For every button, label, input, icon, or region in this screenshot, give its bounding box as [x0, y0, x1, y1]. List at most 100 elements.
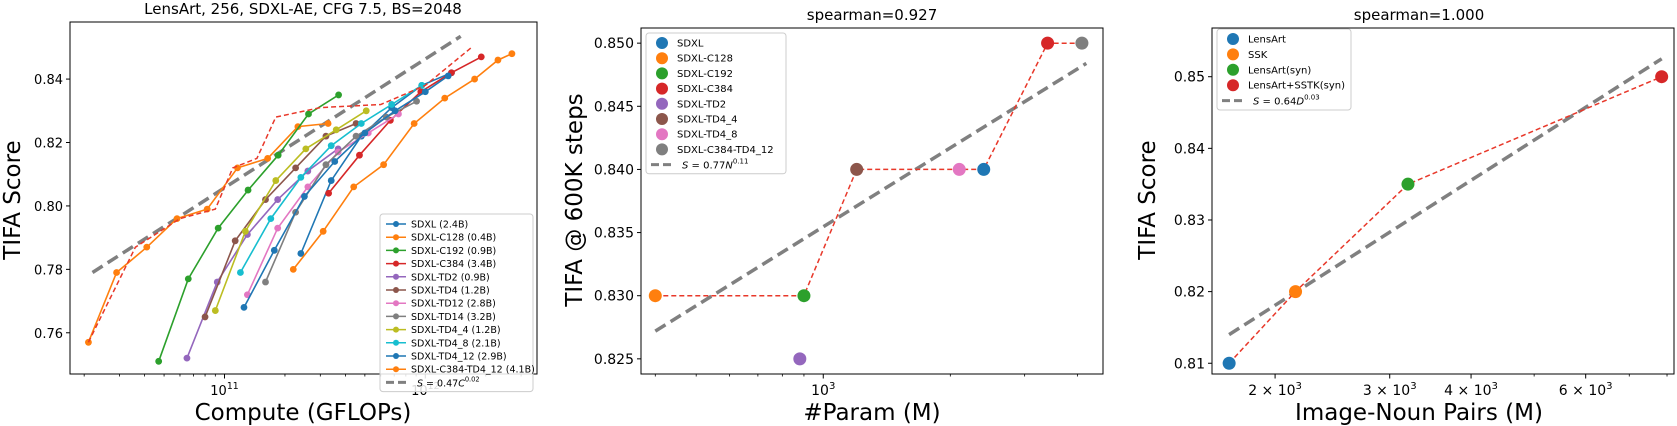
- legend-item: SDXL-TD4_8: [656, 128, 738, 141]
- data-point: [237, 269, 244, 276]
- data-point: [508, 50, 516, 58]
- data-point-sdxl-td4-8: [952, 162, 966, 176]
- legend-item: SDXL-TD2: [656, 97, 726, 110]
- legend-item: SDXL (2.4B): [386, 220, 468, 231]
- data-point: [357, 120, 365, 127]
- data-point: [272, 177, 280, 184]
- y-tick-label: 0.76: [34, 327, 63, 342]
- y-tick-label: 0.82: [34, 137, 63, 152]
- legend-item: SDXL-C384 (3.4B): [386, 259, 496, 270]
- plot-frame: [1211, 27, 1675, 375]
- data-point: [274, 196, 282, 203]
- legend-item: SDXL-C384: [656, 82, 733, 95]
- legend-label: SDXL-C192: [677, 69, 733, 80]
- x-tick-label: 3 × 103: [1363, 381, 1417, 399]
- legend-label: LensArt: [1248, 35, 1286, 46]
- data-point: [241, 227, 249, 235]
- legend-label: SDXL-C384: [677, 84, 733, 95]
- data-point: [494, 56, 502, 64]
- data-point: [388, 101, 396, 108]
- data-point: [292, 164, 300, 172]
- legend-label: SDXL (2.4B): [411, 220, 468, 231]
- data-point: [335, 91, 343, 99]
- legend-label: SDXL-C384 (3.4B): [411, 259, 496, 270]
- legend-swatch-marker: [393, 234, 399, 241]
- series-sdxl-td2: [183, 145, 342, 362]
- legend-swatch-marker: [393, 353, 399, 359]
- data-point-sdxl-td4-4: [850, 162, 864, 176]
- legend-item: SDXL-TD2 (0.9B): [386, 272, 490, 283]
- legend-label: SDXL-TD4_12 (2.9B): [411, 352, 507, 363]
- legend-label: SDXL-TD4 (1.2B): [411, 286, 490, 297]
- series-sdxl-c384: [325, 53, 485, 197]
- y-axis-label: TIFA @ 600K steps: [562, 93, 588, 307]
- data-point: [327, 177, 335, 184]
- data-point-sdxl-c384-td4-12: [1075, 36, 1089, 50]
- data-point: [113, 269, 120, 276]
- y-tick-label: 0.84: [34, 73, 63, 88]
- legend-label: SDXL-C192 (0.9B): [411, 246, 496, 257]
- legend-swatch-marker: [393, 221, 399, 227]
- legend-item: SDXL-C384-TD4_12 (4.1B): [386, 365, 535, 376]
- x-tick-label: 4 × 103: [1444, 381, 1498, 399]
- legend-label: SDXL-C128 (0.4B): [411, 233, 496, 244]
- data-point: [184, 275, 192, 283]
- legend-item: SDXL-TD4 (1.2B): [386, 286, 490, 297]
- legend-fit-label: S = 0.77N0.11: [682, 158, 748, 172]
- data-point: [262, 278, 269, 286]
- series-sdxl-c384-td4_12: [289, 50, 516, 273]
- legend-swatch-marker: [656, 113, 668, 125]
- data-point: [203, 205, 211, 213]
- y-tick-label: 0.80: [34, 200, 63, 215]
- series-sdxl-td4_12: [240, 72, 452, 311]
- data-point: [325, 189, 333, 197]
- legend-item: SDXL-TD4_4 (1.2B): [386, 325, 501, 336]
- y-axis-label: TIFA Score: [1135, 140, 1161, 260]
- data-point: [234, 164, 241, 172]
- data-point: [441, 94, 449, 102]
- legend-item: LensArt+SSTK(syn): [1227, 79, 1345, 92]
- legend-item: SDXL-C384-TD4_12: [656, 143, 774, 156]
- plot-frame: [640, 27, 1104, 375]
- legend-label: LensArt(syn): [1248, 65, 1311, 76]
- y-tick-label: 0.82: [1174, 285, 1205, 301]
- series-line: [327, 56, 482, 194]
- panel-data-scaling: spearman=1.000 TIFA Score Image-Noun Pai…: [1135, 6, 1675, 426]
- data-point-sdxl-c128: [648, 289, 662, 303]
- data-point: [380, 161, 388, 169]
- legend-swatch-marker: [393, 326, 399, 333]
- data-point: [240, 304, 248, 311]
- legend-swatch-marker: [656, 128, 668, 141]
- data-point-lensart-syn-: [1401, 177, 1415, 191]
- legend-item: SDXL-C192 (0.9B): [386, 246, 496, 257]
- legend-item: LensArt: [1227, 33, 1286, 46]
- data-point-ssk: [1289, 285, 1303, 299]
- data-point: [302, 145, 310, 153]
- data-point: [327, 142, 335, 150]
- legend-item: LensArt(syn): [1227, 63, 1311, 76]
- data-point: [267, 215, 275, 223]
- data-point: [356, 151, 363, 159]
- data-point: [244, 186, 252, 194]
- legend-swatch-marker: [656, 52, 668, 65]
- legend-label: SDXL-TD4_4 (1.2B): [411, 325, 501, 336]
- legend-swatch-marker: [393, 313, 399, 320]
- legend: SDXL SDXL-C128 SDXL-C192 SDXL-C384 SDXL-TD2 S…: [645, 32, 787, 175]
- series-line: [186, 148, 339, 359]
- data-point-sdxl-c192: [797, 289, 811, 303]
- legend-item: SDXL-TD12 (2.8B): [386, 299, 496, 310]
- data-point: [214, 224, 222, 232]
- legend-label: SDXL-TD4_8: [677, 130, 738, 141]
- data-point: [289, 265, 297, 273]
- x-axis-label: Compute (GFLOPs): [195, 400, 412, 426]
- legend-label: SDXL-C384-TD4_12: [677, 145, 774, 156]
- x-tick-label: 1011: [210, 381, 238, 399]
- chart-title: LensArt, 256, SDXL-AE, CFG 7.5, BS=2048: [144, 0, 462, 18]
- plot-area: 0.760.780.800.820.8410111012SDXL (2.4B)S…: [34, 21, 538, 399]
- data-point: [471, 75, 478, 83]
- panel-compute-scaling: LensArt, 256, SDXL-AE, CFG 7.5, BS=2048 …: [0, 0, 538, 426]
- legend-box: [379, 213, 534, 393]
- data-point-sdxl: [977, 162, 991, 176]
- plot-frame: [69, 21, 538, 375]
- legend-item: SDXL-TD14 (3.2B): [386, 312, 496, 323]
